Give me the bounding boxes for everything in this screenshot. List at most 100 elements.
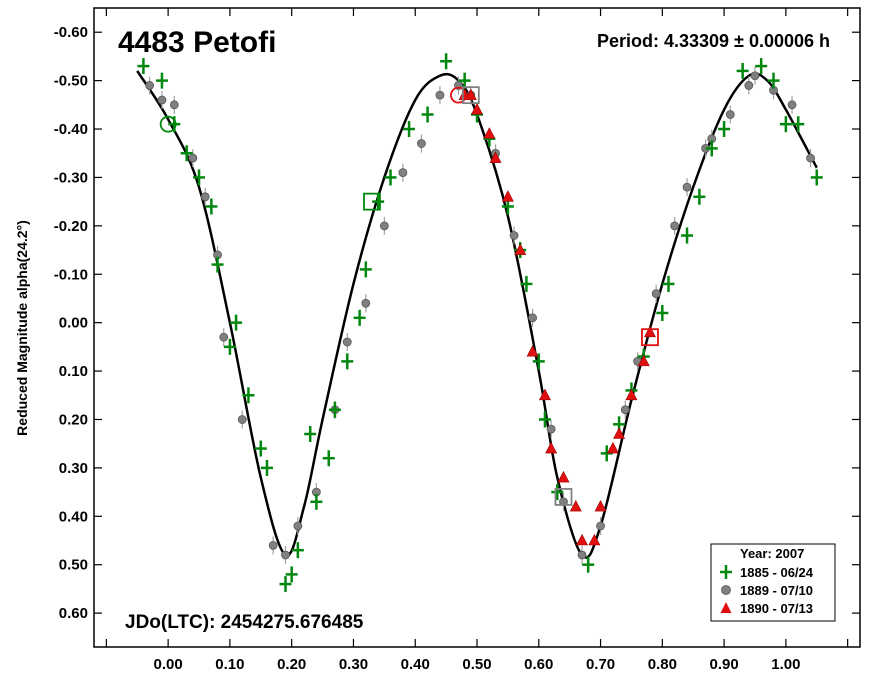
dot	[219, 332, 229, 342]
data-point-circle	[806, 149, 815, 168]
data-point-plus	[582, 556, 595, 573]
y-tick-label: -0.50	[54, 73, 88, 90]
data-point-plus	[767, 72, 780, 89]
x-tick-labels: 0.00 0.10 0.20 0.30 0.40 0.50 0.60 0.70 0.80 0.90…	[154, 656, 801, 673]
y-tick-labels: -0.60 -0.50 -0.40 -0.30 -0.20 -0.10 0.00 0.10 0.…	[54, 24, 88, 622]
dot	[620, 405, 630, 415]
data-point-plus	[662, 275, 675, 292]
data-point-circle	[281, 546, 290, 565]
data-point-circle	[268, 536, 278, 555]
data-point-circle	[342, 333, 352, 352]
data-point-circle	[744, 76, 754, 95]
data-point-triangle	[606, 441, 619, 454]
data-point-plus	[656, 304, 669, 321]
data-point-triangle	[526, 345, 539, 357]
dot	[787, 100, 797, 110]
data-point-triangle	[594, 499, 607, 512]
y-tick-label: 0.50	[59, 557, 88, 574]
data-point-plus	[193, 169, 206, 186]
dot	[596, 521, 605, 531]
data-point-triangle	[538, 388, 551, 401]
data-point-triangle	[501, 190, 514, 202]
data-point-plus	[223, 338, 236, 355]
legend-label: 1885 - 06/24	[740, 565, 814, 580]
legend-label: 1889 - 07/10	[740, 583, 813, 598]
data-point-circle	[596, 516, 605, 535]
data-point-plus	[328, 401, 341, 418]
data-point-circle	[787, 95, 797, 114]
data-point-plus	[211, 256, 224, 273]
x-tick-label: 0.70	[586, 656, 615, 673]
data-point-circle	[435, 86, 445, 105]
dot	[744, 81, 754, 90]
data-point-circle	[157, 90, 167, 109]
legend-entry: 1885 - 06/24	[720, 565, 814, 580]
data-point-circle	[237, 410, 247, 429]
period-label: Period: 4.33309 ± 0.00006 h	[597, 31, 830, 51]
legend-label: 1890 - 07/13	[740, 601, 813, 616]
data-point-plus	[155, 72, 168, 89]
data-point-plus	[600, 445, 613, 462]
data-point-plus	[681, 227, 694, 244]
data-point-triangle	[464, 88, 477, 100]
data-point-triangle	[483, 127, 496, 139]
data-point-triangle	[588, 533, 601, 546]
y-tick-label: -0.40	[54, 121, 88, 138]
data-point-circle	[750, 66, 760, 85]
data-point-triangle	[471, 103, 483, 115]
data-point-triangle	[545, 441, 558, 454]
dot	[725, 110, 735, 119]
legend-marker	[721, 585, 731, 595]
data-point-plus	[755, 58, 768, 75]
x-tick-label: 1.00	[771, 656, 800, 673]
data-point-triangle	[576, 533, 589, 546]
dot	[361, 298, 371, 308]
anchor-open-square	[554, 488, 573, 506]
data-point-plus	[242, 387, 255, 404]
y-tick-label: -0.30	[54, 169, 88, 186]
y-tick-label: 0.30	[59, 460, 88, 477]
dot	[342, 337, 352, 347]
data-point-circle	[546, 420, 556, 439]
data-point-circle	[670, 216, 680, 235]
data-point-triangle	[625, 388, 638, 401]
data-point-circle	[200, 187, 210, 206]
dot	[169, 100, 179, 110]
data-point-plus	[180, 145, 193, 162]
data-point-plus	[359, 261, 372, 278]
anchor-open-circle	[450, 86, 467, 104]
data-point-circle	[528, 308, 537, 327]
data-point-circle	[398, 163, 408, 182]
y-tick-label: -0.60	[54, 24, 88, 41]
x-tick-label: 0.90	[709, 656, 738, 673]
x-tick-label: 0.60	[524, 656, 553, 673]
fit-curve	[136, 70, 818, 559]
dot	[528, 313, 537, 323]
data-point-triangle	[489, 151, 502, 163]
y-tick-label: 0.40	[59, 508, 88, 525]
data-point-circle	[577, 546, 587, 565]
dot	[200, 192, 210, 202]
data-point-plus	[403, 121, 416, 138]
dot	[281, 550, 290, 560]
data-point-plus	[254, 440, 267, 457]
y-tick-label: -0.20	[54, 218, 88, 235]
data-point-plus	[372, 193, 385, 210]
data-point-triangle	[569, 499, 582, 512]
dot	[237, 415, 247, 424]
x-tick-label: 0.40	[401, 656, 430, 673]
y-axis-label: Reduced Magnitude alpha(24.2°)	[14, 220, 30, 436]
data-point-triangle	[613, 427, 626, 439]
x-tick-label: 0.20	[277, 656, 306, 673]
data-point-plus	[279, 576, 292, 593]
data-point-plus	[810, 169, 823, 186]
data-point-triangle	[514, 243, 527, 255]
dot	[398, 168, 408, 177]
dot	[577, 550, 587, 560]
legend-entry: 1890 - 07/13	[720, 601, 813, 616]
dot	[268, 540, 278, 550]
data-point-plus	[384, 169, 397, 186]
data-points	[137, 53, 823, 593]
chart-title: 4483 Petofi	[118, 26, 276, 59]
